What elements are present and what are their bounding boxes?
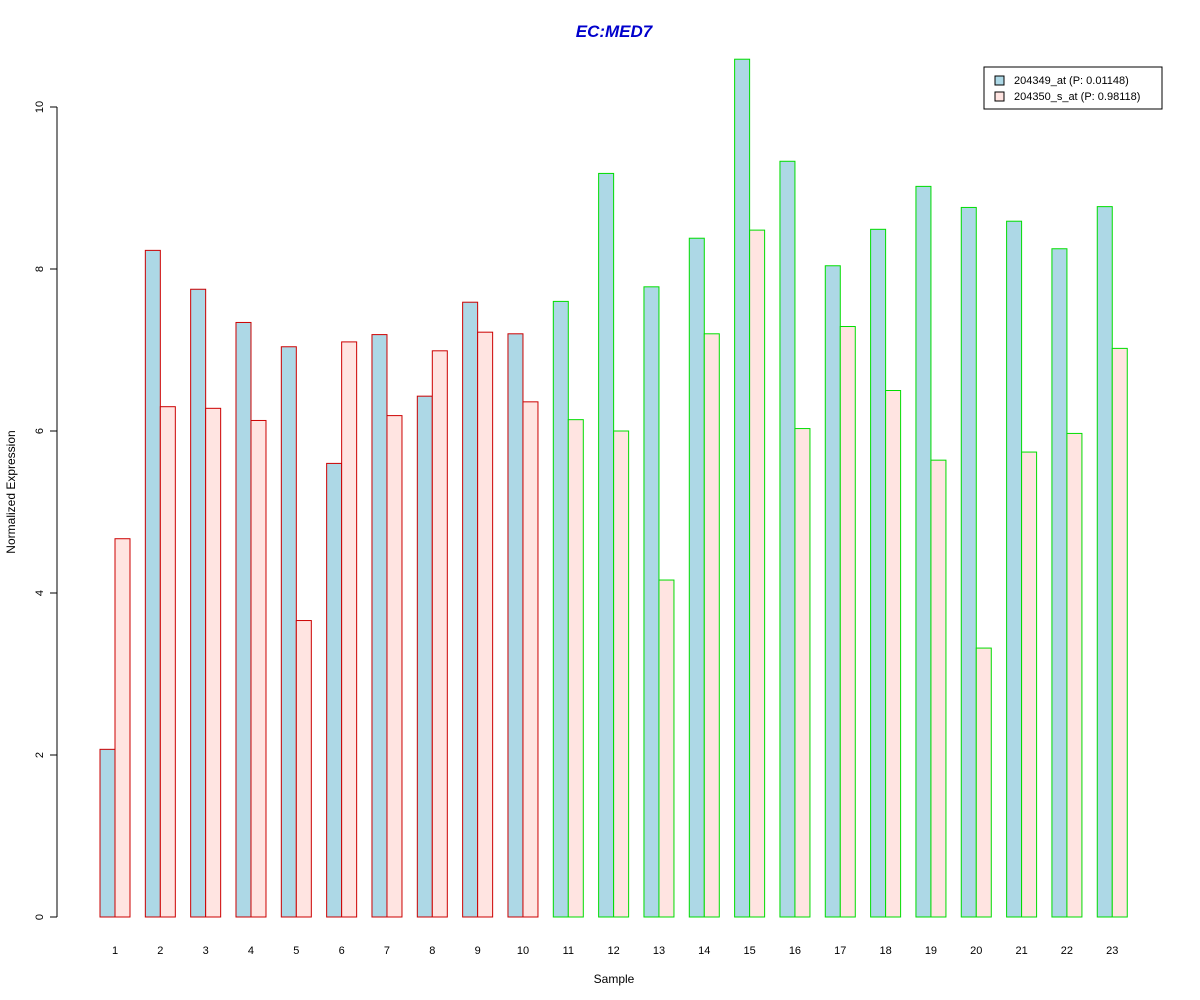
legend-label: 204349_at (P: 0.01148) bbox=[1014, 75, 1129, 87]
x-tick-label: 6 bbox=[339, 945, 345, 957]
bar-series2-sample-14 bbox=[703, 333, 720, 918]
bar-series1-sample-4 bbox=[235, 321, 252, 918]
x-tick-label: 11 bbox=[563, 945, 574, 957]
bar-series2-sample-8 bbox=[431, 350, 448, 918]
x-tick-label: 18 bbox=[879, 945, 891, 957]
x-tick-label: 15 bbox=[743, 945, 755, 957]
bar-series1-sample-18 bbox=[870, 228, 887, 918]
bar-series1-sample-9 bbox=[462, 301, 479, 918]
bar-series1-sample-23 bbox=[1096, 206, 1113, 918]
bar-series2-sample-20 bbox=[975, 647, 992, 918]
bar-series1-sample-6 bbox=[326, 462, 343, 918]
bar-series2-sample-18 bbox=[885, 390, 902, 918]
bar-series2-sample-6 bbox=[341, 341, 358, 918]
bar-series2-sample-13 bbox=[658, 579, 675, 918]
bar-series1-sample-12 bbox=[598, 172, 615, 918]
legend-swatch bbox=[994, 75, 1005, 86]
x-tick-label: 7 bbox=[384, 945, 390, 957]
bar-series1-sample-3 bbox=[190, 288, 207, 918]
bar-series1-sample-8 bbox=[416, 395, 433, 918]
y-tick-label: 10 bbox=[34, 101, 46, 113]
x-tick-label: 16 bbox=[789, 945, 801, 957]
bar-series2-sample-10 bbox=[522, 401, 539, 918]
bar-series1-sample-11 bbox=[552, 300, 569, 918]
bar-series1-sample-2 bbox=[144, 249, 161, 918]
bar-series2-sample-15 bbox=[749, 229, 766, 918]
x-tick-label: 17 bbox=[834, 945, 846, 957]
bar-series2-sample-21 bbox=[1021, 451, 1038, 918]
bar-series2-sample-12 bbox=[613, 430, 630, 918]
legend-swatch bbox=[994, 91, 1005, 102]
bar-series1-sample-15 bbox=[734, 58, 751, 918]
bar-series2-sample-3 bbox=[205, 407, 222, 918]
y-tick-label: 0 bbox=[34, 914, 46, 920]
y-tick-label: 8 bbox=[34, 266, 46, 272]
bar-series1-sample-22 bbox=[1051, 248, 1068, 918]
bar-series1-sample-7 bbox=[371, 334, 388, 918]
bar-series2-sample-1 bbox=[114, 538, 131, 918]
bar-series2-sample-23 bbox=[1111, 347, 1128, 918]
bar-series1-sample-1 bbox=[99, 748, 116, 918]
x-tick-label: 14 bbox=[698, 945, 710, 957]
x-tick-label: 12 bbox=[608, 945, 620, 957]
bar-series1-sample-13 bbox=[643, 286, 660, 918]
y-tick-label: 2 bbox=[34, 752, 46, 758]
bar-series2-sample-16 bbox=[794, 428, 811, 918]
bar-series2-sample-4 bbox=[250, 419, 267, 918]
x-axis: 1 2 3 4 5 6 7 8 9 10 11 12 13 14 15 16 17 18 19 20 21 22 23 bbox=[112, 945, 1118, 957]
bar-series2-sample-19 bbox=[930, 459, 947, 918]
x-tick-label: 23 bbox=[1106, 945, 1118, 957]
y-axis: 0 2 4 6 8 10 bbox=[34, 101, 58, 920]
bar-series2-sample-22 bbox=[1066, 432, 1083, 918]
x-axis-label: Sample bbox=[594, 972, 635, 986]
x-tick-label: 10 bbox=[517, 945, 529, 957]
bar-series1-sample-19 bbox=[915, 185, 932, 918]
x-tick-label: 9 bbox=[475, 945, 481, 957]
x-tick-label: 4 bbox=[248, 945, 254, 957]
x-tick-label: 19 bbox=[925, 945, 937, 957]
x-tick-label: 3 bbox=[203, 945, 209, 957]
bar-series2-sample-5 bbox=[295, 620, 312, 918]
y-tick-label: 4 bbox=[34, 590, 46, 596]
bar-series2-sample-17 bbox=[839, 326, 856, 918]
legend: 204349_at (P: 0.01148) 204350_s_at (P: 0.… bbox=[983, 66, 1163, 110]
bar-series2-sample-9 bbox=[477, 331, 494, 918]
chart-title: EC:MED7 bbox=[576, 22, 654, 41]
bar-series1-sample-16 bbox=[779, 160, 796, 918]
bar-series2-sample-7 bbox=[386, 415, 403, 918]
x-tick-label: 8 bbox=[429, 945, 435, 957]
x-tick-label: 22 bbox=[1061, 945, 1073, 957]
bar-series1-sample-14 bbox=[688, 237, 705, 918]
legend-label: 204350_s_at (P: 0.98118) bbox=[1014, 91, 1140, 103]
bar-series2-sample-2 bbox=[159, 406, 176, 918]
x-tick-label: 5 bbox=[293, 945, 299, 957]
bar-series1-sample-5 bbox=[280, 346, 297, 918]
x-tick-label: 21 bbox=[1015, 945, 1027, 957]
y-axis-label: Normalized Expression bbox=[4, 430, 18, 553]
y-tick-label: 6 bbox=[34, 428, 46, 434]
x-tick-label: 20 bbox=[970, 945, 982, 957]
x-tick-label: 1 bbox=[112, 945, 118, 957]
bar-series1-sample-17 bbox=[824, 265, 841, 918]
bars-group bbox=[99, 58, 1128, 918]
bar-series1-sample-20 bbox=[960, 206, 977, 918]
bar-series1-sample-21 bbox=[1006, 220, 1023, 918]
x-tick-label: 2 bbox=[157, 945, 163, 957]
bar-series1-sample-10 bbox=[507, 333, 524, 918]
x-tick-label: 13 bbox=[653, 945, 665, 957]
bar-series2-sample-11 bbox=[567, 419, 584, 918]
legend-box bbox=[983, 66, 1163, 110]
